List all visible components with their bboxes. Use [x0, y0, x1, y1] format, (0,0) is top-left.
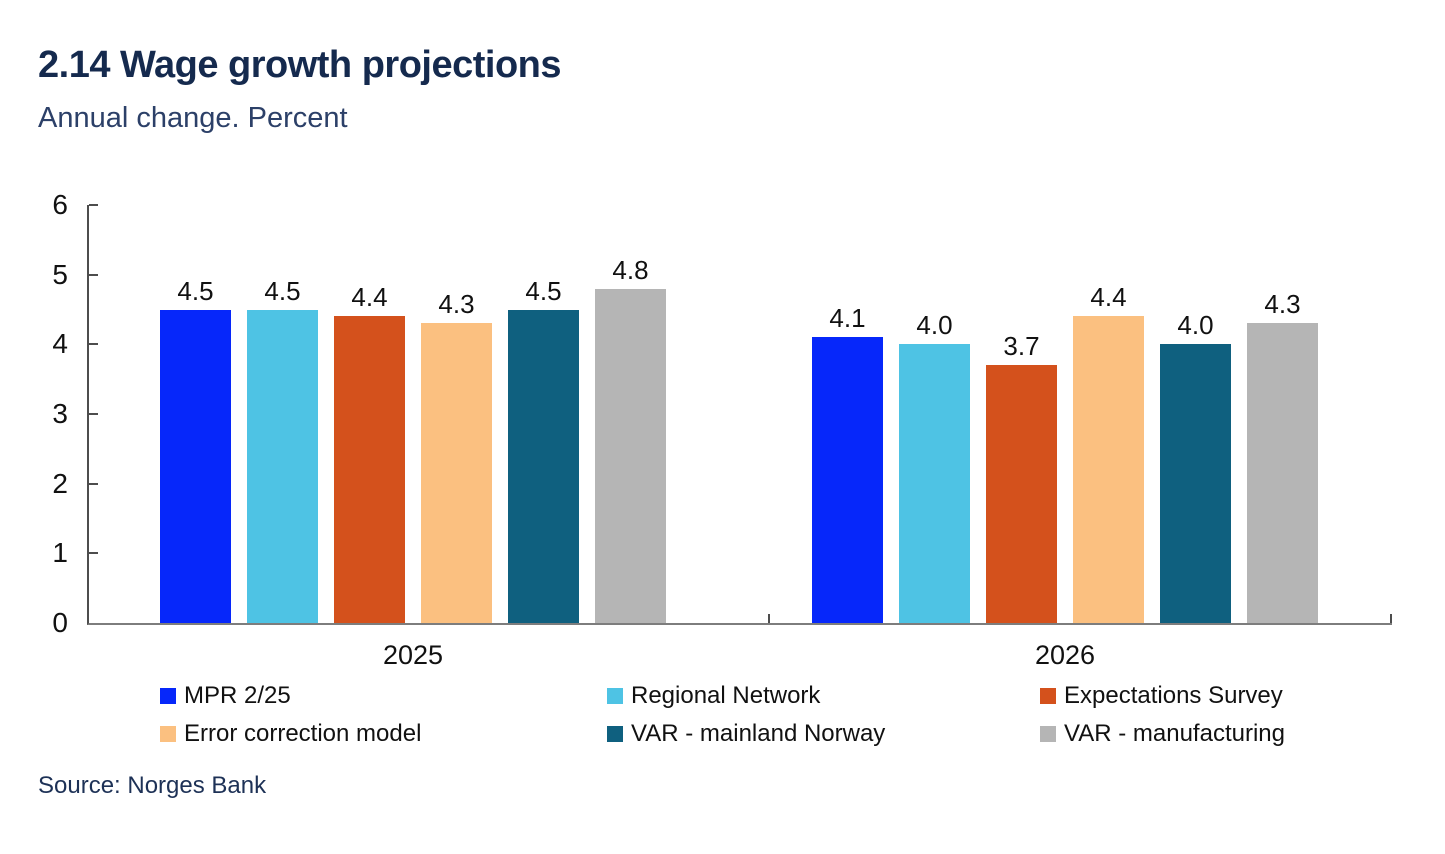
legend-swatch-icon — [160, 688, 176, 704]
y-tick-label: 3 — [52, 398, 68, 429]
legend-swatch-icon — [160, 726, 176, 742]
x-category-label: 2025 — [382, 640, 444, 670]
y-tick-mark — [89, 273, 98, 276]
y-tick-mark — [89, 204, 98, 206]
legend-label: Error correction model — [184, 720, 422, 747]
bar: 4.0 — [899, 310, 970, 623]
bar-value-label: 3.7 — [1003, 331, 1040, 362]
bar: 4.4 — [334, 282, 405, 623]
legend-item: VAR - manufacturing — [1040, 722, 1405, 746]
legend-label: Regional Network — [631, 682, 821, 709]
bar: 4.3 — [421, 289, 492, 623]
bar: 3.7 — [986, 331, 1057, 623]
legend-swatch-icon — [607, 688, 623, 704]
y-tick-label: 6 — [52, 189, 68, 220]
bar: 4.5 — [508, 276, 579, 623]
bar: 4.8 — [595, 255, 666, 623]
legend-label: MPR 2/25 — [184, 682, 291, 709]
legend-swatch-icon — [1040, 688, 1056, 704]
legend-item: Expectations Survey — [1040, 684, 1405, 708]
legend-swatch-icon — [607, 726, 623, 742]
x-tick-mark — [1390, 614, 1392, 623]
chart-subtitle: Annual change. Percent — [38, 102, 348, 134]
bar-value-label: 4.3 — [438, 289, 475, 320]
y-tick-label: 4 — [52, 328, 68, 360]
plot-area: 4.5 4.5 4.4 4.3 4.5 4.8 4.1 4.0 3.7 4.4 4.0 4.3 — [87, 204, 1392, 625]
y-tick-label: 2 — [52, 467, 68, 499]
legend-label: Expectations Survey — [1064, 682, 1283, 709]
legend-item: Regional Network — [607, 684, 1040, 708]
legend-label: VAR - manufacturing — [1064, 720, 1285, 747]
bar-value-label: 4.8 — [612, 254, 649, 285]
y-tick-label: 5 — [52, 258, 68, 290]
legend-item: MPR 2/25 — [160, 684, 607, 708]
legend-label: VAR - mainland Norway — [631, 720, 886, 747]
bar-value-label: 4.5 — [525, 275, 562, 306]
bar-value-label: 4.0 — [1177, 310, 1214, 341]
legend-item: VAR - mainland Norway — [607, 722, 1040, 746]
bar: 4.4 — [1073, 282, 1144, 623]
bar-value-label: 4.4 — [1090, 282, 1127, 313]
y-tick-label: 0 — [52, 607, 68, 638]
legend-item: Error correction model — [160, 722, 607, 746]
y-tick-mark — [89, 482, 98, 485]
x-category-label: 2026 — [1034, 640, 1096, 670]
y-tick-label: 1 — [52, 537, 68, 569]
x-tick-mark — [768, 614, 770, 623]
chart-title: 2.14 Wage growth projections — [38, 44, 562, 86]
legend: MPR 2/25 Regional Network Expectations Sur… — [160, 684, 1405, 746]
y-tick-mark — [89, 343, 98, 346]
bar: 4.0 — [1160, 310, 1231, 623]
bar-value-label: 4.5 — [177, 275, 214, 306]
source-note: Source: Norges Bank — [38, 772, 267, 799]
bar-value-label: 4.3 — [1264, 289, 1301, 320]
legend-swatch-icon — [1040, 726, 1056, 742]
bar: 4.5 — [160, 276, 231, 623]
bar-value-label: 4.5 — [264, 275, 301, 306]
y-tick-mark — [89, 552, 98, 555]
bar: 4.3 — [1247, 289, 1318, 623]
bar: 4.5 — [247, 276, 318, 623]
bar-group-2026: 4.1 4.0 3.7 4.4 4.0 4.3 — [812, 205, 1318, 623]
y-tick-mark — [89, 413, 98, 415]
bar-value-label: 4.0 — [916, 310, 953, 341]
bar-value-label: 4.1 — [829, 303, 866, 334]
bar-group-2025: 4.5 4.5 4.4 4.3 4.5 4.8 — [160, 205, 666, 623]
bar: 4.1 — [812, 303, 883, 623]
bar-value-label: 4.4 — [351, 282, 388, 313]
